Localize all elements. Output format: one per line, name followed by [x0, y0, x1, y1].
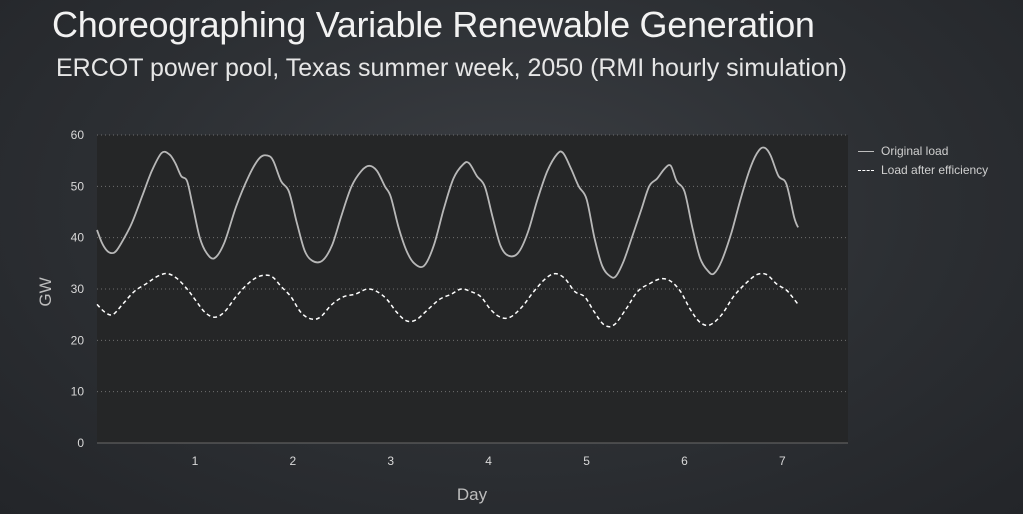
- x-tick-label: 6: [681, 454, 688, 468]
- series-load-after-efficiency-line: [96, 272, 799, 328]
- legend-item-load-after-efficiency: Load after efficiency: [858, 161, 988, 179]
- y-axis-ticks: 0 10 20 30 40 50 60: [71, 128, 85, 450]
- slide-title: Choreographing Variable Renewable Genera…: [52, 4, 815, 45]
- series-original-load-line: [96, 146, 799, 279]
- slide-subtitle: ERCOT power pool, Texas summer week, 205…: [56, 54, 848, 82]
- legend-label: Load after efficiency: [881, 163, 989, 177]
- x-tick-label: 3: [387, 454, 394, 468]
- chart-legend: Original load Load after efficiency: [858, 142, 988, 180]
- legend-label: Original load: [881, 144, 949, 158]
- x-tick-label: 7: [779, 454, 786, 468]
- y-tick-label: 60: [71, 128, 85, 142]
- x-axis-ticks: 1 2 3 4 5 6 7: [192, 454, 786, 468]
- legend-swatch-solid-icon: [858, 150, 874, 152]
- y-tick-label: 40: [71, 231, 85, 245]
- y-tick-label: 20: [71, 333, 85, 347]
- x-tick-label: 5: [583, 454, 590, 468]
- legend-item-original-load: Original load: [858, 142, 988, 160]
- y-tick-label: 10: [71, 385, 85, 399]
- series-group: [96, 146, 799, 328]
- grid-lines: [97, 134, 848, 444]
- y-tick-label: 0: [77, 436, 84, 450]
- x-tick-label: 2: [289, 454, 296, 468]
- plot-area: [97, 135, 848, 443]
- y-tick-label: 30: [71, 282, 85, 296]
- x-axis-label: Day: [457, 485, 488, 504]
- x-tick-label: 1: [192, 454, 199, 468]
- y-tick-label: 50: [71, 179, 85, 193]
- x-tick-label: 4: [485, 454, 492, 468]
- y-axis-label: GW: [36, 277, 55, 306]
- legend-swatch-dashed-icon: [858, 169, 874, 171]
